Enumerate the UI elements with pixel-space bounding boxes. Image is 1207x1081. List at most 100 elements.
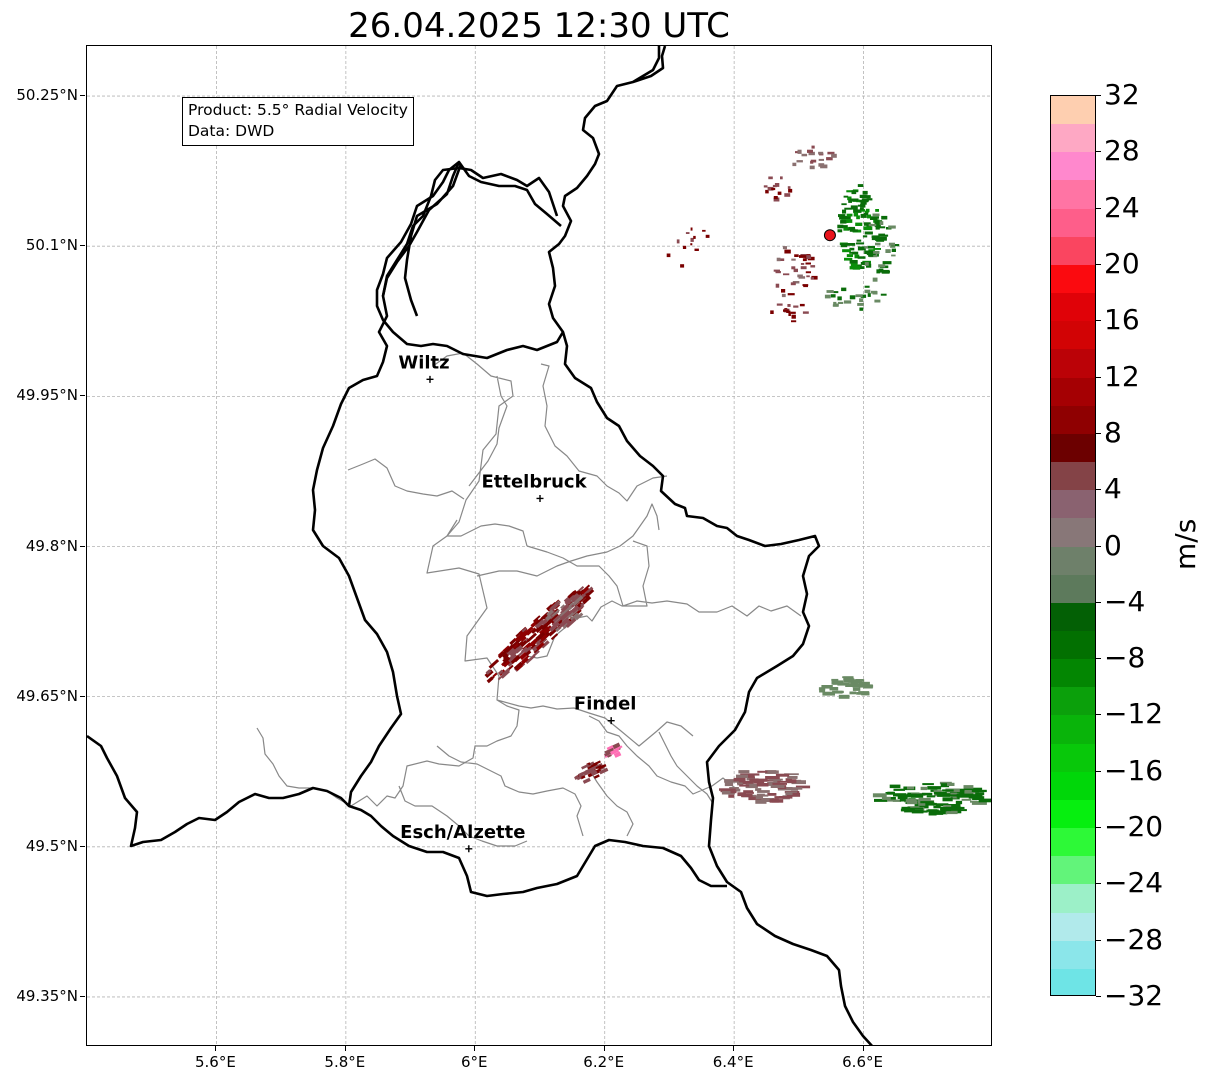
echo-pixel <box>767 770 779 774</box>
radar-map: Wiltz Ettelbruck Findel Esch/Alzette <box>87 46 991 1045</box>
echo-pixel <box>860 201 867 205</box>
echo-cluster <box>763 176 793 202</box>
echo-pixel <box>888 225 896 229</box>
echo-pixel <box>863 222 871 226</box>
echo-pixel <box>837 296 842 301</box>
echo-pixel <box>745 775 755 778</box>
colorbar-tick-mark <box>1096 489 1101 491</box>
echo-pixel <box>502 657 511 665</box>
echo-pixel <box>577 604 585 611</box>
echo-pixel <box>878 268 884 272</box>
echo-pixel <box>793 305 799 308</box>
echo-pixel <box>806 275 810 278</box>
colorbar-segment <box>1051 518 1095 548</box>
echo-pixel <box>846 213 853 217</box>
echo-pixel <box>795 785 811 789</box>
echo-pixel <box>867 198 873 201</box>
echo-pixel <box>852 683 861 688</box>
echo-pixel <box>571 593 580 602</box>
echo-pixel <box>860 203 866 208</box>
echo-pixel <box>839 216 846 220</box>
colorbar-tick-mark <box>1096 601 1101 603</box>
echo-pixel <box>545 614 552 622</box>
echo-pixel <box>787 779 797 784</box>
data-source-label: Data: DWD <box>188 122 275 140</box>
colorbar-unit: m/s <box>1169 518 1202 570</box>
echo-pixel <box>928 809 938 812</box>
echo-pixel <box>521 627 527 633</box>
echo-pixel <box>881 796 891 800</box>
echo-pixel <box>850 205 858 210</box>
colorbar-segment <box>1051 856 1095 885</box>
echo-pixel <box>765 189 769 194</box>
echo-pixel <box>513 661 523 671</box>
colorbar-tick-label: −16 <box>1104 753 1164 787</box>
echo-pixel <box>878 264 886 268</box>
colorbar-tick-label: 0 <box>1104 528 1122 562</box>
echo-cluster <box>574 760 609 784</box>
echo-pixel <box>875 242 881 246</box>
city-cross-icon <box>536 494 544 502</box>
echo-pixel <box>773 196 778 200</box>
echo-pixel <box>763 185 768 188</box>
echo-pixel <box>560 610 572 622</box>
echo-pixel <box>774 796 784 799</box>
y-tick-label: 49.8°N <box>25 536 78 555</box>
echo-pixel <box>824 294 831 299</box>
y-tick-mark <box>80 845 85 847</box>
echo-pixel <box>860 294 867 298</box>
echo-pixel <box>498 649 508 659</box>
echo-pixel <box>848 679 859 683</box>
echo-pixel <box>868 223 877 227</box>
x-tick-label: 6.2°E <box>583 1053 625 1071</box>
echo-pixel <box>843 676 854 680</box>
echo-pixel <box>552 614 561 623</box>
y-tick-mark <box>80 995 85 997</box>
echo-pixel <box>856 239 862 242</box>
echo-pixel <box>855 222 863 226</box>
x-tick-mark <box>862 1046 864 1051</box>
echo-pixel <box>749 773 760 776</box>
echo-pixel <box>782 246 787 250</box>
echo-pixel <box>535 619 545 628</box>
echo-pixel <box>796 160 803 163</box>
echo-pixel <box>795 151 799 154</box>
echo-pixel <box>857 204 863 207</box>
echo-pixel <box>791 314 796 319</box>
colorbar-segment <box>1051 912 1095 942</box>
echo-pixel <box>874 299 881 303</box>
echo-pixel <box>917 810 928 813</box>
echo-pixel <box>879 236 887 241</box>
colorbar-segment <box>1051 602 1095 632</box>
echo-pixel <box>777 780 792 783</box>
echo-pixel <box>564 594 575 605</box>
colorbar-tick-label: −24 <box>1104 866 1164 900</box>
echo-pixel <box>757 770 768 773</box>
echo-pixel <box>968 794 983 799</box>
echo-pixel <box>920 786 928 791</box>
echo-pixel <box>859 298 864 303</box>
echo-pixel <box>857 256 866 259</box>
colorbar-segment <box>1051 462 1095 491</box>
echo-pixel <box>584 767 593 774</box>
echo-pixel <box>570 604 580 614</box>
echo-pixel <box>843 678 850 683</box>
city-label: Wiltz <box>398 352 449 373</box>
echo-pixel <box>531 641 543 652</box>
echo-pixel <box>531 628 538 634</box>
echo-pixel <box>964 790 980 794</box>
echo-pixel <box>690 237 694 242</box>
echo-pixel <box>831 678 839 681</box>
echo-pixel <box>743 790 754 794</box>
echo-pixel <box>799 303 805 307</box>
echo-pixel <box>550 633 559 641</box>
colorbar-segment <box>1051 940 1095 970</box>
echo-pixel <box>956 793 971 798</box>
echo-pixel <box>756 783 769 787</box>
echo-pixel <box>767 793 777 796</box>
echo-pixel <box>847 196 852 201</box>
echo-pixel <box>749 778 759 782</box>
echo-pixel <box>772 184 777 188</box>
echo-pixel <box>818 151 824 155</box>
echo-pixel <box>577 772 584 778</box>
